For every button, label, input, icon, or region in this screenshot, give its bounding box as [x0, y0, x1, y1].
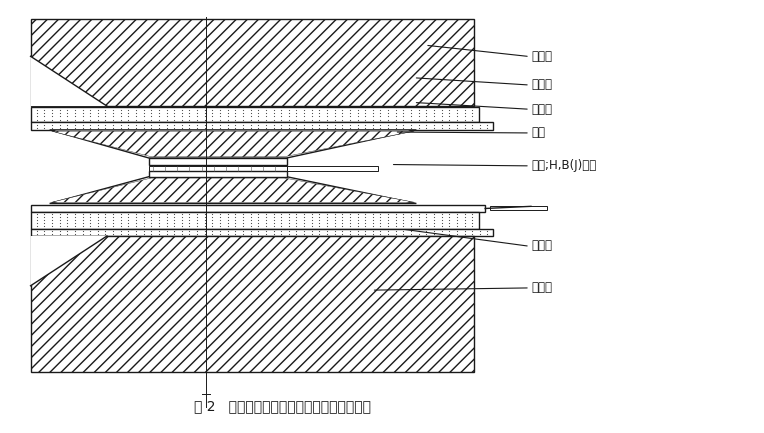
Text: 热电偶: 热电偶 — [531, 239, 552, 252]
Polygon shape — [52, 178, 414, 202]
Bar — [31, 229, 493, 236]
Text: 下极头: 下极头 — [531, 281, 552, 294]
Polygon shape — [50, 177, 416, 204]
Text: 绝热层: 绝热层 — [531, 78, 552, 91]
Bar — [286, 166, 378, 171]
Bar — [149, 171, 286, 177]
Bar — [164, 171, 271, 178]
Polygon shape — [31, 236, 107, 286]
Text: 加热板: 加热板 — [531, 103, 552, 116]
Bar — [149, 158, 286, 165]
Bar — [31, 205, 485, 212]
Bar — [490, 207, 547, 210]
Bar — [31, 122, 493, 130]
Polygon shape — [31, 56, 107, 106]
Bar — [31, 212, 479, 229]
Text: 极靴: 极靴 — [531, 126, 545, 139]
Polygon shape — [31, 236, 474, 372]
Polygon shape — [52, 131, 414, 157]
Text: 试样;H,B(J)线圈: 试样;H,B(J)线圈 — [531, 159, 596, 172]
Bar — [31, 107, 479, 122]
Polygon shape — [31, 19, 474, 106]
Text: 上极头: 上极头 — [531, 50, 552, 63]
Bar — [149, 166, 286, 171]
Polygon shape — [50, 130, 416, 158]
Text: 图 2   在闭合磁路中测量温度系数的加热装置: 图 2 在闭合磁路中测量温度系数的加热装置 — [194, 400, 371, 414]
